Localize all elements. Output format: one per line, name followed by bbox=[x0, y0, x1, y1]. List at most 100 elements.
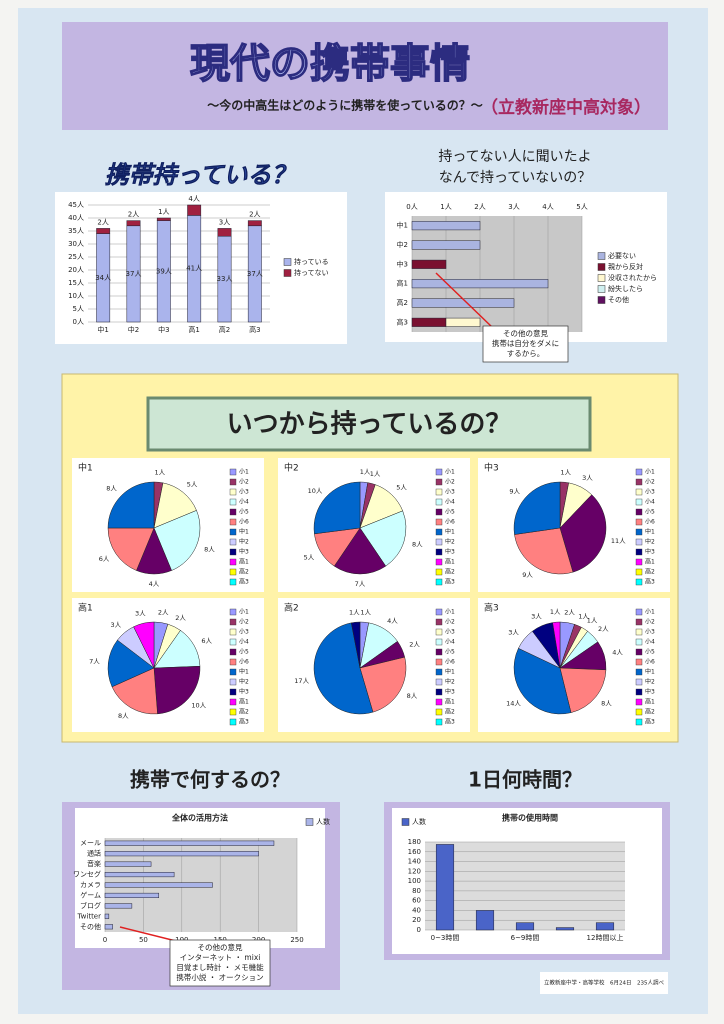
bar bbox=[104, 903, 133, 909]
x-tick-label: 12時間以上 bbox=[587, 933, 624, 942]
y-tick-label: 15人 bbox=[68, 279, 84, 287]
bar bbox=[435, 844, 455, 931]
legend-swatch bbox=[635, 648, 643, 656]
legend-swatch bbox=[229, 668, 237, 676]
y-tick-label: 0 bbox=[417, 926, 421, 934]
bar bbox=[126, 220, 141, 227]
legend-label: 高2 bbox=[445, 568, 455, 576]
legend-swatch bbox=[229, 518, 237, 526]
legend-swatch bbox=[435, 568, 443, 576]
y-tick-label: 160 bbox=[408, 848, 421, 856]
legend-label: 小1 bbox=[645, 468, 655, 476]
pie-slice bbox=[351, 621, 361, 669]
legend-label: 小3 bbox=[239, 488, 249, 496]
pie-title: 高3 bbox=[484, 602, 499, 614]
bar bbox=[104, 924, 113, 930]
legend-swatch bbox=[635, 678, 643, 686]
legend-label: 人数 bbox=[316, 817, 330, 826]
annotation: 携帯小説 ・ オークション bbox=[176, 972, 263, 982]
legend-label: 小2 bbox=[239, 618, 249, 626]
data-label: 8人 bbox=[412, 540, 423, 548]
legend-swatch bbox=[229, 698, 237, 706]
pie-slice bbox=[552, 621, 561, 669]
legend-swatch bbox=[635, 688, 643, 696]
y-tick-label: 100 bbox=[408, 877, 421, 885]
legend-swatch bbox=[435, 578, 443, 586]
annotation-box bbox=[482, 325, 569, 363]
legend-swatch bbox=[635, 568, 643, 576]
y-tick-label: Twitter bbox=[77, 912, 102, 920]
annotation: インターネット ・ mixi bbox=[180, 953, 261, 962]
legend-label: 中2 bbox=[239, 538, 249, 546]
legend-label: 小4 bbox=[645, 638, 655, 646]
legend-swatch bbox=[283, 258, 292, 266]
pie-slice bbox=[359, 510, 407, 567]
legend-label: 小1 bbox=[445, 608, 455, 616]
legend-label: 高1 bbox=[645, 558, 655, 566]
legend-label: 高1 bbox=[445, 698, 455, 706]
data-label: 10人 bbox=[308, 487, 323, 495]
y-tick-label: 10人 bbox=[68, 292, 84, 300]
legend-swatch bbox=[635, 608, 643, 616]
legend-swatch bbox=[597, 263, 606, 271]
legend-label: 中1 bbox=[645, 528, 655, 536]
y-tick-label: 45人 bbox=[68, 201, 84, 209]
pie-slice bbox=[313, 622, 374, 715]
data-label: 1人 bbox=[155, 468, 166, 476]
legend-swatch bbox=[229, 508, 237, 516]
data-label: 1人 bbox=[158, 208, 169, 216]
data-label: 14人 bbox=[506, 699, 521, 707]
legend-label: 高2 bbox=[445, 708, 455, 716]
legend-label: 高3 bbox=[445, 718, 455, 726]
legend-swatch bbox=[435, 668, 443, 676]
data-label: 3人 bbox=[531, 612, 542, 620]
annotation: その他の意見 bbox=[198, 942, 243, 952]
data-label: 1人 bbox=[349, 608, 360, 616]
bar bbox=[104, 840, 275, 846]
data-label: 4人 bbox=[387, 617, 398, 625]
bar bbox=[555, 927, 575, 931]
bar bbox=[104, 861, 152, 867]
bar bbox=[411, 240, 481, 250]
legend-label: 中2 bbox=[239, 678, 249, 686]
data-label: 8人 bbox=[601, 699, 612, 707]
legend-label: 高3 bbox=[239, 718, 249, 726]
footer-box bbox=[540, 972, 668, 994]
legend-label: 小2 bbox=[645, 478, 655, 486]
section-title: いつから持っているの？ bbox=[227, 410, 512, 440]
legend-label: その他 bbox=[608, 295, 629, 304]
legend-swatch bbox=[229, 498, 237, 506]
legend-swatch bbox=[635, 508, 643, 516]
y-tick-label: 高2 bbox=[397, 298, 408, 307]
data-label: 5人 bbox=[187, 481, 198, 489]
y-tick-label: 中3 bbox=[397, 259, 408, 268]
data-label: 41人 bbox=[186, 265, 202, 273]
legend-swatch bbox=[229, 578, 237, 586]
legend-label: 小6 bbox=[645, 518, 655, 526]
pie-title: 中2 bbox=[284, 462, 299, 474]
legend-swatch bbox=[229, 468, 237, 476]
data-label: 6人 bbox=[201, 637, 212, 645]
pie-slice bbox=[559, 494, 607, 573]
chart-title: 1日何時間？ bbox=[468, 768, 582, 792]
data-label: 39人 bbox=[156, 267, 172, 275]
pie-title: 中3 bbox=[484, 462, 499, 474]
target: （立教新座中高対象） bbox=[481, 97, 651, 118]
legend-swatch bbox=[435, 698, 443, 706]
legend-swatch bbox=[229, 618, 237, 626]
legend-label: 中2 bbox=[445, 678, 455, 686]
legend-swatch bbox=[229, 638, 237, 646]
pie-slice bbox=[514, 527, 574, 575]
pie-slice bbox=[359, 656, 407, 713]
data-label: 4人 bbox=[188, 195, 199, 203]
y-tick-label: 40 bbox=[412, 906, 421, 914]
legend-swatch bbox=[635, 698, 643, 706]
legend-swatch bbox=[435, 628, 443, 636]
legend-label: 小1 bbox=[445, 468, 455, 476]
plot-bg bbox=[425, 842, 625, 930]
bar bbox=[217, 228, 232, 237]
legend-label: 小3 bbox=[645, 628, 655, 636]
legend-label: 小6 bbox=[239, 518, 249, 526]
legend-swatch bbox=[435, 558, 443, 566]
